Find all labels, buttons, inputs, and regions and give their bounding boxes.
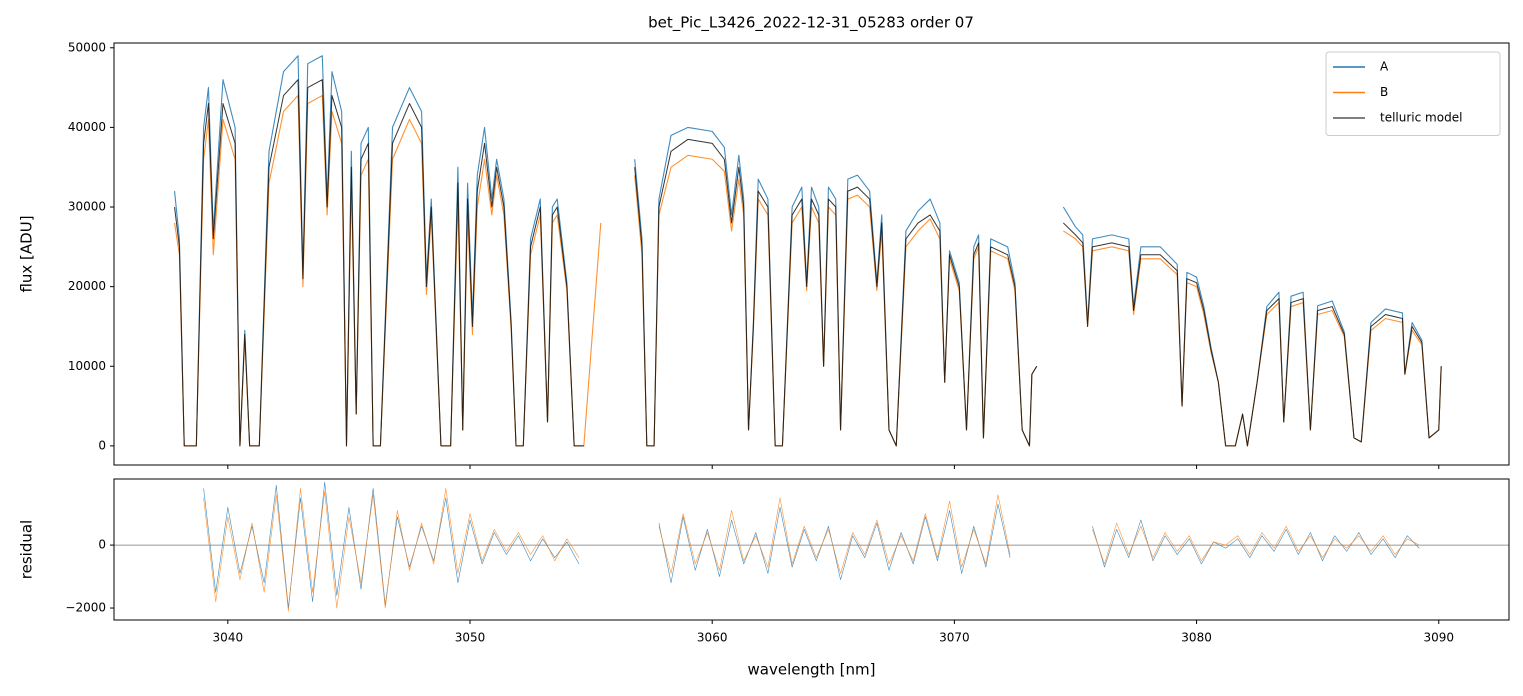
legend-box bbox=[1325, 51, 1501, 136]
x-tick-label: 3070 bbox=[939, 631, 970, 645]
x-tick-label: 3090 bbox=[1423, 631, 1454, 645]
axes-frame bbox=[113, 478, 1510, 621]
y-tick-label: 30000 bbox=[68, 200, 106, 214]
x-tick-label: 3040 bbox=[213, 631, 244, 645]
y-tick-label: 40000 bbox=[68, 120, 106, 134]
y-tick-label: 20000 bbox=[68, 279, 106, 293]
legend-label: B bbox=[1380, 85, 1388, 99]
x-tick-label: 3050 bbox=[455, 631, 486, 645]
y-tick-label: −2000 bbox=[65, 601, 106, 615]
y-tick-label: 0 bbox=[98, 538, 106, 552]
series-line bbox=[203, 488, 1420, 612]
legend-label: telluric model bbox=[1380, 111, 1462, 125]
y-tick-label: 50000 bbox=[68, 40, 106, 54]
y-axis-label: flux [ADU] bbox=[18, 215, 36, 292]
chart-title: bet_Pic_L3426_2022-12-31_05283 order 07 bbox=[648, 14, 974, 33]
series-line bbox=[174, 55, 1442, 447]
series-line bbox=[174, 79, 1442, 447]
x-axis-label: wavelength [nm] bbox=[748, 661, 876, 679]
x-tick-label: 3080 bbox=[1181, 631, 1212, 645]
plot-area bbox=[114, 481, 1509, 612]
legend-label: A bbox=[1380, 60, 1389, 74]
y-axis-label: residual bbox=[18, 520, 36, 579]
plot-area bbox=[174, 55, 1442, 447]
y-tick-label: 0 bbox=[98, 438, 106, 452]
x-tick-label: 3060 bbox=[697, 631, 728, 645]
y-tick-label: 10000 bbox=[68, 359, 106, 373]
axes-frame bbox=[113, 42, 1510, 466]
